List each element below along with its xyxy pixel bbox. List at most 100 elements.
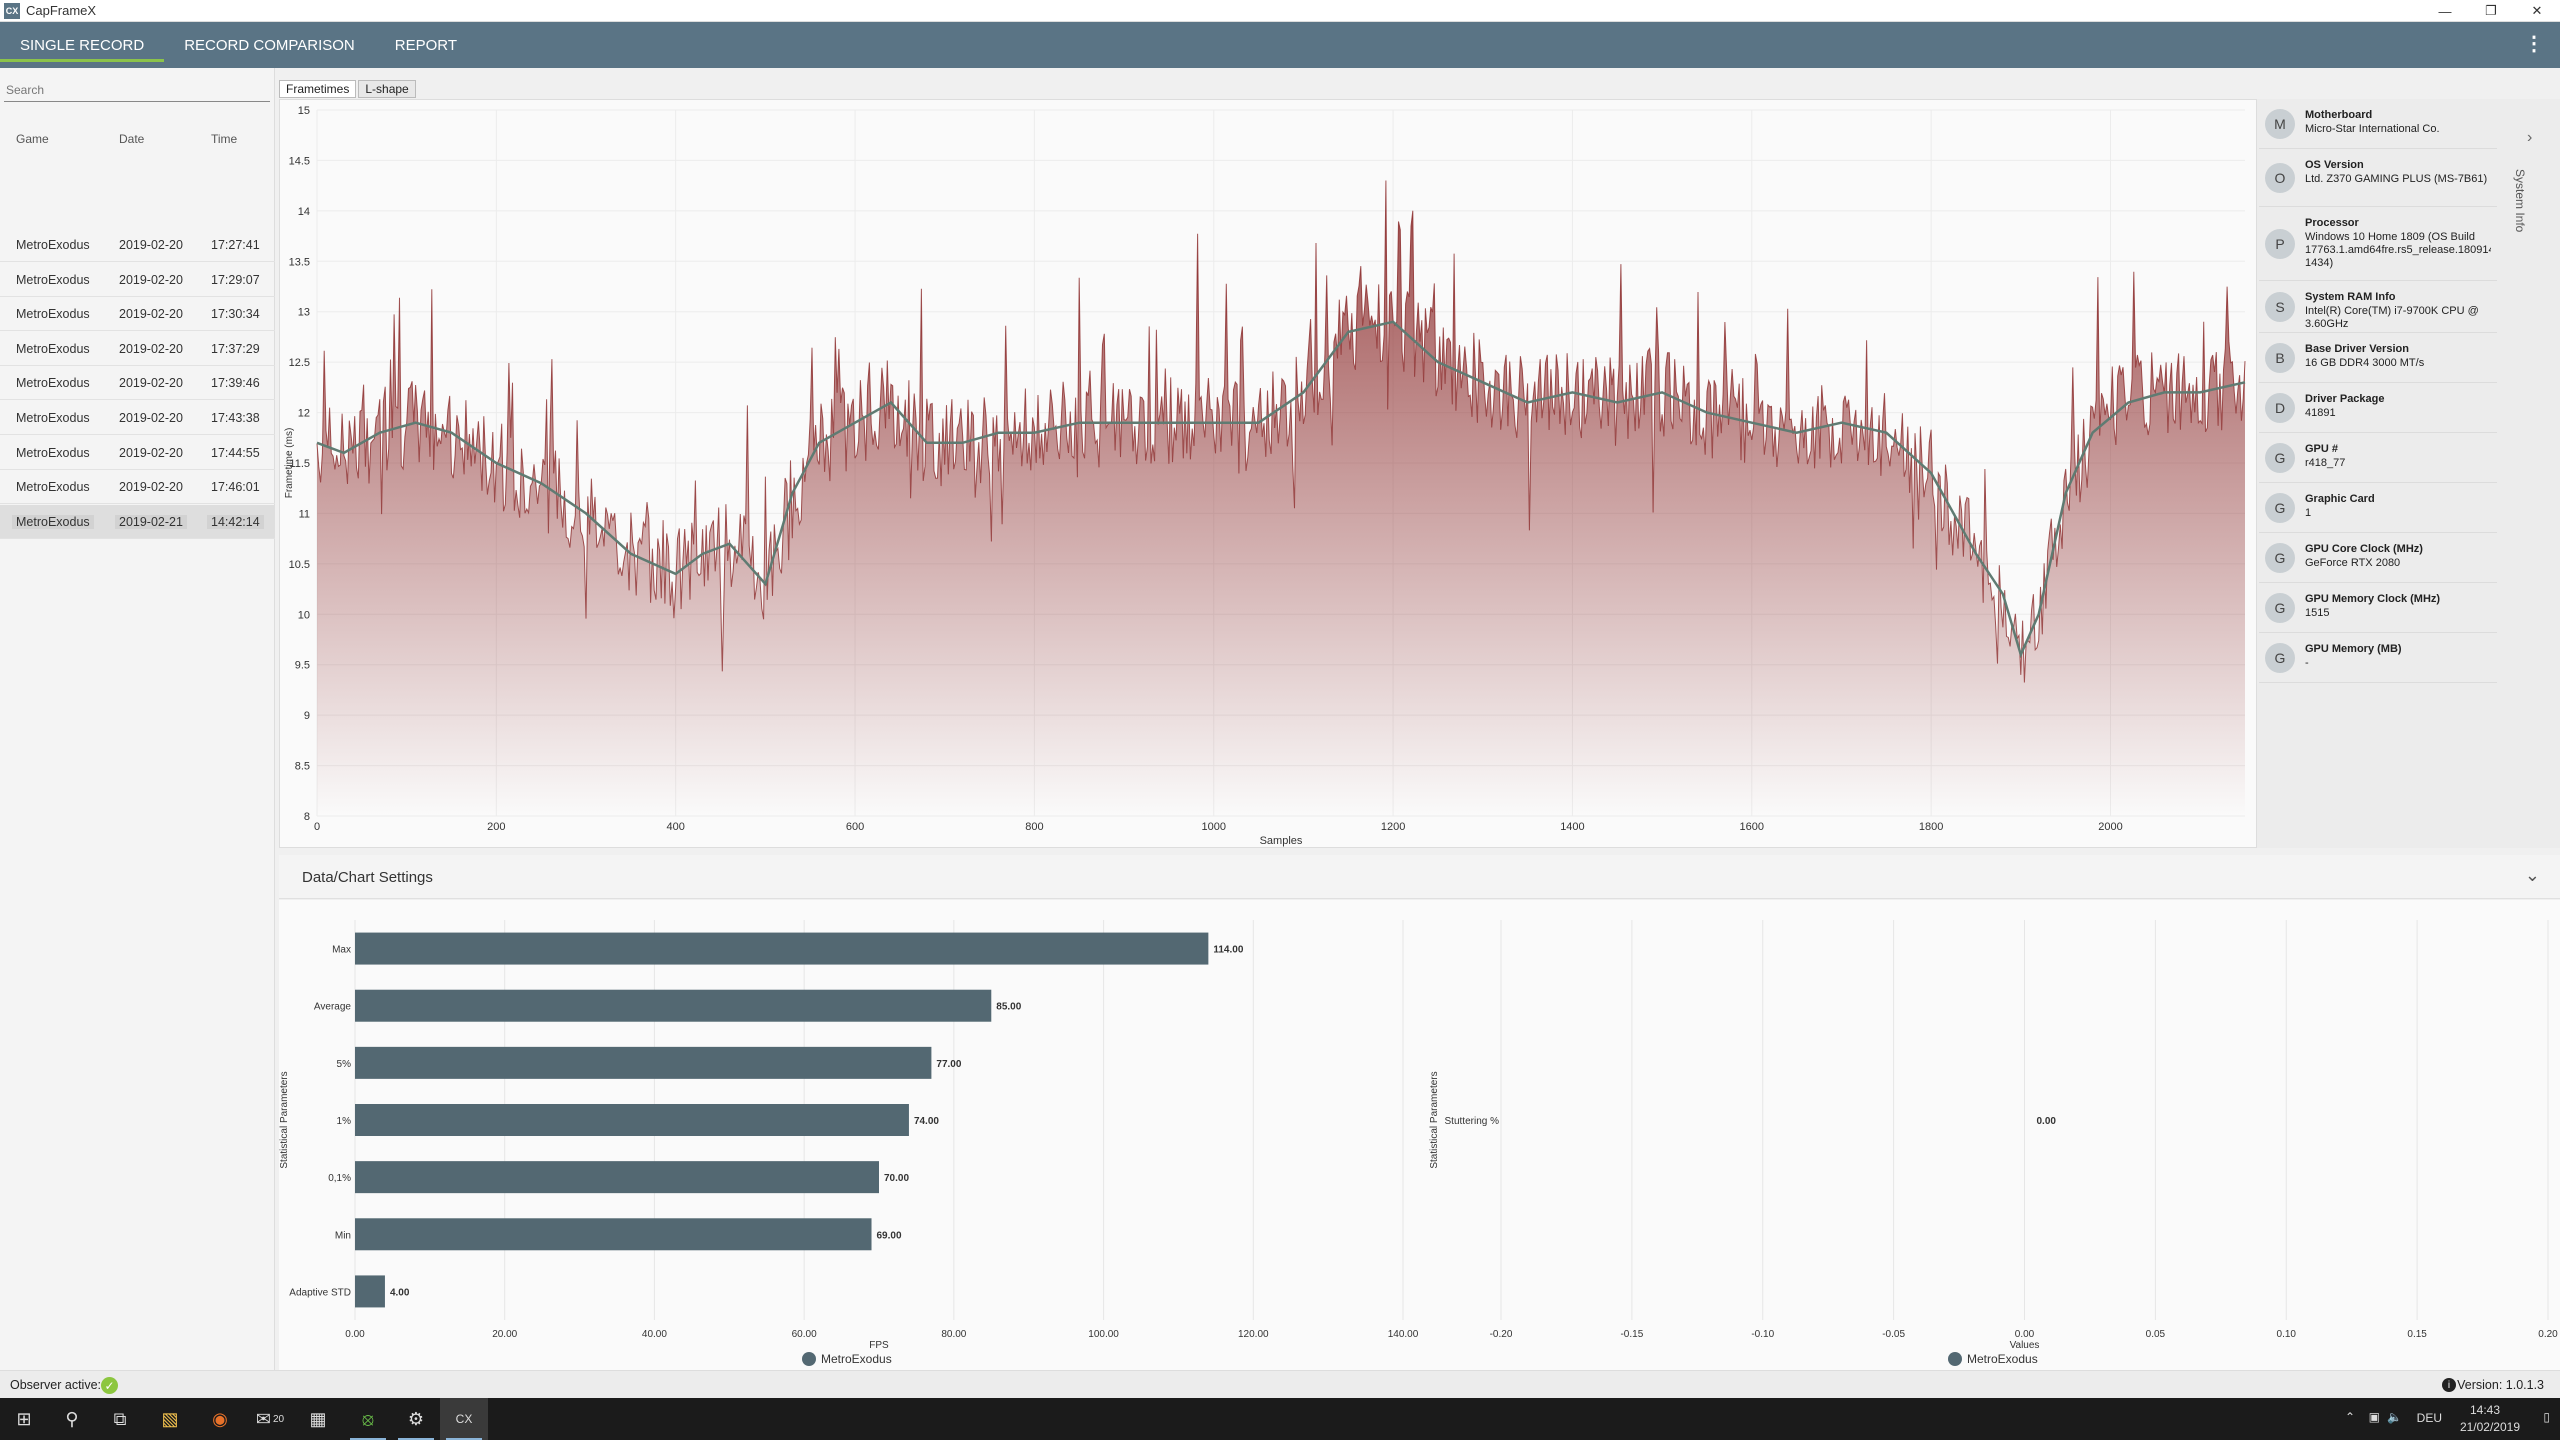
- system-info-value: Ltd. Z370 GAMING PLUS (MS-7B61): [2305, 173, 2488, 185]
- bar-value-label: 69.00: [877, 1230, 902, 1241]
- title-bar: CX CapFrameX — ❐ ✕: [0, 0, 2560, 22]
- clock-time[interactable]: 14:43: [2469, 1403, 2500, 1417]
- x-tick-label: 1600: [1740, 821, 1764, 833]
- record-game: MetroExodus: [16, 341, 90, 356]
- system-info-side-label[interactable]: System Info: [2513, 169, 2527, 233]
- y-axis-label: Frametime (ms): [284, 428, 295, 499]
- record-date: 2019-02-20: [119, 272, 183, 287]
- steam-icon[interactable]: ⚙: [392, 1398, 440, 1440]
- tab-record-comparison[interactable]: RECORD COMPARISON: [184, 36, 355, 54]
- app-icon-generic[interactable]: ▦: [309, 1408, 327, 1429]
- record-time: 17:29:07: [211, 272, 260, 287]
- tab-l-shape[interactable]: L-shape: [358, 80, 416, 98]
- record-date: 2019-02-20: [119, 411, 183, 425]
- record-row[interactable]: MetroExodus 2019-02-20 17:44:55: [0, 436, 275, 470]
- record-game: MetroExodus: [16, 307, 90, 322]
- x-tick-label: 1400: [1560, 821, 1584, 833]
- record-row[interactable]: MetroExodus 2019-02-20 17:43:38: [0, 401, 275, 435]
- x-tick-label: 20.00: [492, 1329, 517, 1340]
- notifications-icon[interactable]: ▯: [2543, 1410, 2550, 1424]
- record-list-header: Game Date Time: [0, 128, 275, 152]
- chevron-down-icon[interactable]: ⌄: [2524, 865, 2540, 885]
- avatar: G: [2265, 543, 2295, 573]
- system-info-item: M Motherboard Micro-Star International Co.: [2259, 99, 2497, 149]
- legend-swatch: [1948, 1352, 1962, 1366]
- minimize-button[interactable]: —: [2438, 3, 2452, 19]
- record-row[interactable]: MetroExodus 2019-02-20 17:46:01: [0, 470, 275, 505]
- x-tick-label: 400: [667, 821, 685, 833]
- record-row[interactable]: MetroExodus 2019-02-20 17:37:29: [0, 332, 275, 366]
- y-tick-label: 9: [304, 710, 310, 722]
- tab-frametimes[interactable]: Frametimes: [279, 80, 357, 98]
- system-info-value: Windows 10 Home 1809 (OS Build 17763.1.a…: [2305, 231, 2491, 269]
- volume-icon[interactable]: 🔈: [2387, 1410, 2402, 1424]
- more-options-icon[interactable]: ⋮: [2524, 33, 2544, 55]
- clock-date[interactable]: 21/02/2019: [2459, 1420, 2520, 1434]
- restore-button[interactable]: ❐: [2485, 3, 2497, 18]
- bar: [355, 1275, 385, 1308]
- x-tick-label: 40.00: [642, 1329, 667, 1340]
- search-input[interactable]: [4, 78, 270, 102]
- tab-single-record[interactable]: SINGLE RECORD: [0, 22, 165, 68]
- category-label: Adaptive STD: [289, 1287, 351, 1298]
- column-header-date[interactable]: Date: [119, 132, 145, 146]
- frametime-chart-panel: 0 200 400 600 800 1000 1200 1400 1600 1800 2000 8 8.…: [279, 99, 2560, 848]
- legend-swatch: [802, 1352, 816, 1366]
- task-view-icon[interactable]: ⧉: [113, 1408, 127, 1429]
- frametime-area: [317, 180, 2245, 816]
- language-indicator[interactable]: DEU: [2416, 1411, 2442, 1425]
- x-axis-label: Samples: [1260, 835, 1303, 847]
- system-info-title: Graphic Card: [2305, 493, 2375, 505]
- record-row[interactable]: MetroExodus 2019-02-21 14:42:14: [0, 504, 275, 539]
- record-time: 17:39:46: [211, 376, 260, 391]
- record-row[interactable]: MetroExodus 2019-02-20 17:30:34: [0, 297, 275, 332]
- tab-report[interactable]: REPORT: [394, 36, 458, 54]
- bar-value-label: 70.00: [884, 1173, 909, 1184]
- firefox-icon[interactable]: ◉: [212, 1408, 228, 1429]
- bar-value-label: 0.00: [2037, 1116, 2057, 1127]
- chevron-right-icon[interactable]: ›: [2527, 129, 2533, 146]
- tray-arrow-icon[interactable]: ⌃: [2344, 1410, 2355, 1424]
- category-label: 1%: [337, 1116, 352, 1127]
- windows-start-icon[interactable]: ⊞: [16, 1408, 32, 1429]
- xbox-icon[interactable]: ⦻: [344, 1398, 392, 1440]
- capframex-taskbar-icon[interactable]: CX: [440, 1398, 488, 1440]
- system-info-title: Driver Package: [2305, 393, 2385, 405]
- category-label: Min: [335, 1230, 351, 1241]
- y-tick-label: 9.5: [295, 660, 310, 672]
- data-chart-settings-header[interactable]: Data/Chart Settings ⌄: [279, 855, 2560, 899]
- x-axis-label: Values: [2010, 1340, 2040, 1351]
- record-time: 17:27:41: [211, 238, 260, 252]
- mail-icon[interactable]: ✉ 20: [255, 1408, 285, 1429]
- column-header-game[interactable]: Game: [16, 132, 49, 146]
- mail-badge: 20: [272, 1413, 285, 1425]
- search-icon[interactable]: ⚲: [65, 1408, 79, 1429]
- bar: [355, 1046, 932, 1079]
- x-tick-label: 0.00: [345, 1329, 365, 1340]
- system-info-title: OS Version: [2305, 159, 2364, 171]
- y-tick-label: 13.5: [289, 256, 310, 268]
- x-tick-label: 0.15: [2407, 1329, 2427, 1340]
- x-tick-label: -0.10: [1751, 1329, 1774, 1340]
- record-row[interactable]: MetroExodus 2019-02-20 17:29:07: [0, 263, 275, 297]
- column-header-time[interactable]: Time: [211, 132, 238, 146]
- bar: [355, 1161, 879, 1194]
- moving-average-line: [316, 320, 2246, 659]
- avatar: B: [2265, 343, 2295, 373]
- record-row[interactable]: MetroExodus 2019-02-20 17:39:46: [0, 366, 275, 401]
- avatar: P: [2265, 229, 2295, 259]
- chart-tabs: Frametimes L-shape: [279, 80, 416, 98]
- network-icon[interactable]: ▣: [2368, 1410, 2380, 1424]
- frametime-line: [316, 180, 2246, 683]
- x-tick-label: 80.00: [941, 1329, 966, 1340]
- y-tick-label: 8: [304, 811, 310, 823]
- record-game: MetroExodus: [12, 514, 94, 529]
- y-tick-label: 13: [298, 307, 310, 319]
- bar: [355, 989, 992, 1022]
- record-date: 2019-02-20: [119, 376, 183, 391]
- category-label: 0,1%: [328, 1173, 351, 1184]
- file-explorer-icon[interactable]: ▧: [161, 1408, 179, 1429]
- record-row[interactable]: MetroExodus 2019-02-20 17:27:41: [0, 228, 275, 262]
- close-button[interactable]: ✕: [2531, 3, 2543, 18]
- avatar: G: [2265, 593, 2295, 623]
